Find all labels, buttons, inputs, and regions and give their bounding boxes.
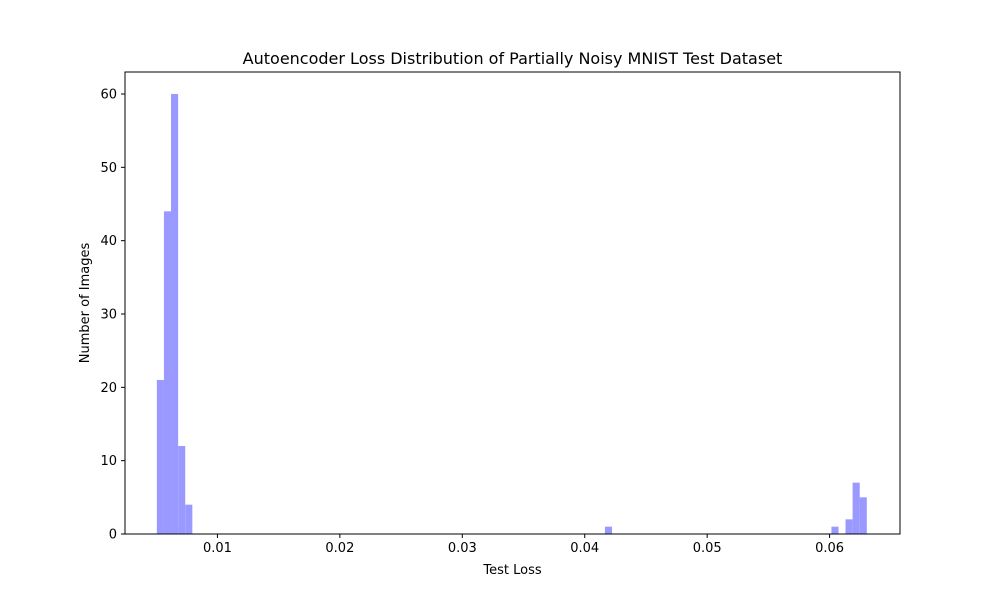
y-tick-label: 50: [100, 161, 117, 176]
plot-area-frame: [124, 71, 901, 535]
histogram-bar-8: [852, 482, 860, 534]
x-tick-label: 0.03: [448, 541, 477, 556]
y-tick-label: 20: [100, 381, 117, 396]
x-tick-label: 0.05: [693, 541, 722, 556]
histogram-bar-2: [171, 94, 179, 534]
histogram-bar-1: [163, 211, 172, 535]
histogram-bar-6: [831, 526, 839, 534]
y-tick-label: 10: [100, 454, 117, 469]
histogram-bar-3: [178, 446, 186, 534]
histogram-bar-9: [859, 497, 867, 534]
y-tick-label: 0: [109, 528, 117, 543]
x-tick-label: 0.01: [203, 541, 232, 556]
histogram-bar-5: [604, 526, 613, 534]
x-tick-label: 0.06: [815, 541, 844, 556]
y-tick-label: 30: [100, 308, 117, 323]
x-tick-label: 0.02: [325, 541, 354, 556]
y-axis-label: Number of Images: [78, 243, 93, 364]
chart-title: Autoencoder Loss Distribution of Partial…: [243, 49, 783, 68]
y-axis-ticks: 0 10 20 30 40 50 60: [100, 88, 125, 543]
y-tick-label: 60: [100, 88, 117, 103]
histogram-bar-4: [185, 504, 193, 534]
x-tick-label: 0.04: [570, 541, 599, 556]
histogram-bar-7: [845, 519, 853, 534]
x-axis-label: Test Loss: [482, 563, 541, 578]
histogram-bar-0: [156, 380, 164, 534]
x-axis-ticks: 0.01 0.02 0.03 0.04 0.05 0.06: [203, 534, 844, 556]
y-tick-label: 40: [100, 234, 117, 249]
bars-layer: [156, 94, 867, 535]
